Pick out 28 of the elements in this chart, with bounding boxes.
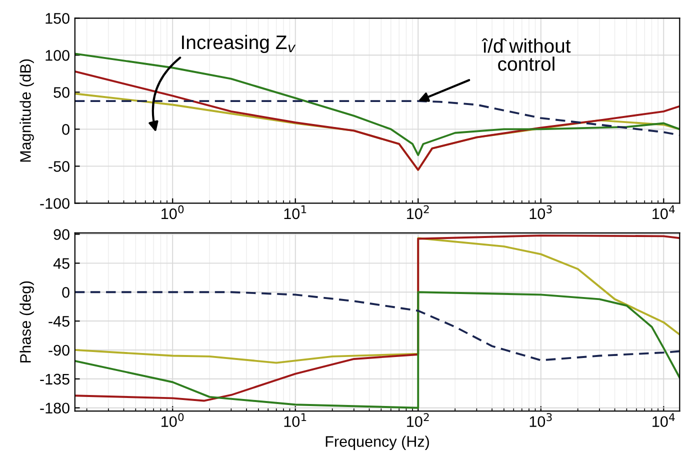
y-axis-title: Phase (deg) — [20, 281, 34, 362]
y-axis-title: Magnitude (dB) — [20, 59, 34, 162]
y-tick-label: 100 — [46, 50, 70, 61]
y-tick-label: 45 — [53, 258, 70, 269]
x-tick-label: 10$^{3}$ — [530, 205, 552, 220]
y-tick-label: -45 — [48, 316, 70, 327]
x-tick-label: 10$^{4}$ — [652, 205, 675, 220]
y-tick-label: -50 — [48, 161, 70, 172]
annotation: Increasing Z$_{v}$ — [182, 34, 296, 54]
x-tick-label: 10$^{3}$ — [530, 413, 552, 428]
y-tick-label: 0 — [62, 124, 70, 135]
y-tick-label: 90 — [54, 229, 70, 240]
y-tick-label: -135 — [40, 374, 70, 385]
x-tick-label: 10$^{1}$ — [284, 205, 306, 220]
y-tick-label: 50 — [54, 87, 70, 98]
x-tick-label: 10$^{4}$ — [652, 413, 675, 428]
x-tick-label: 10$^{2}$ — [407, 413, 429, 428]
annotation: î/d̂ without control — [482, 38, 571, 71]
y-tick-label: -100 — [40, 198, 70, 209]
y-tick-label: 0 — [62, 286, 70, 298]
y-tick-label: 150 — [46, 13, 70, 24]
x-tick-label: 10$^{0}$ — [162, 413, 184, 428]
x-axis-title: Frequency (Hz) — [326, 436, 429, 450]
x-tick-label: 10$^{1}$ — [284, 413, 306, 428]
y-tick-label: -90 — [48, 344, 70, 356]
x-tick-label: 10$^{2}$ — [407, 205, 429, 220]
y-tick-label: -180 — [40, 402, 70, 414]
x-tick-label: 10$^{0}$ — [162, 205, 184, 220]
